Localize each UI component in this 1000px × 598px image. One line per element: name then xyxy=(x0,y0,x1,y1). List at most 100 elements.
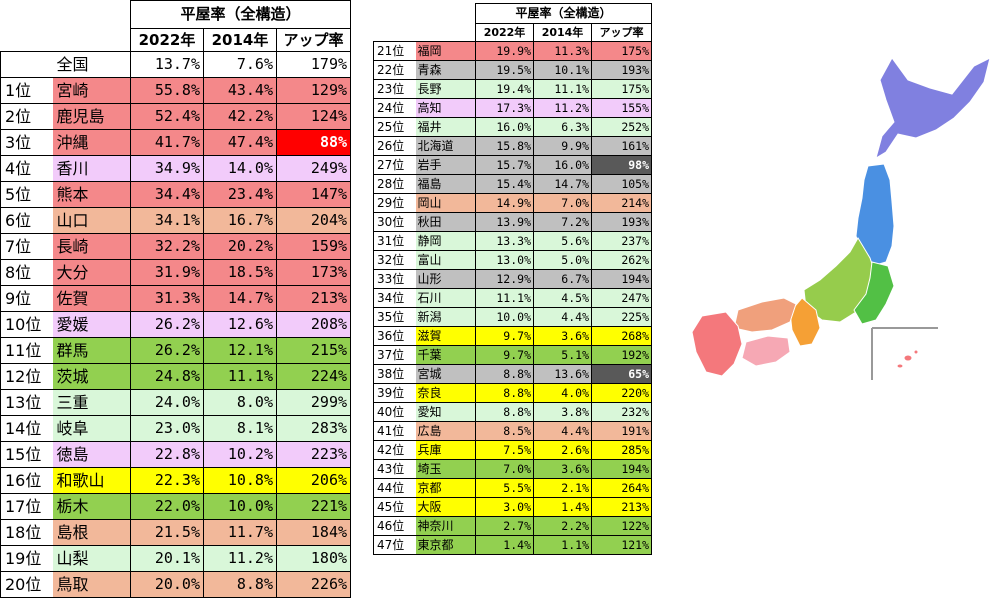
value-2014-cell: 11.2% xyxy=(203,545,277,572)
rank-cell: 19位 xyxy=(0,545,53,572)
prefecture-cell: 沖縄 xyxy=(52,129,131,156)
rise-rate-cell: 122% xyxy=(590,516,653,536)
table-row: 1位 宮崎 55.8% 43.4% 129% xyxy=(0,77,352,104)
prefecture-cell: 鹿児島 xyxy=(52,103,131,130)
value-2014-cell: 2.1% xyxy=(533,478,592,498)
value-2022-cell: 14.9% xyxy=(475,193,534,213)
value-2014-cell: 4.4% xyxy=(533,421,592,441)
prefecture-cell: 高知 xyxy=(415,98,476,118)
national-2022: 13.7% xyxy=(130,51,204,78)
table-row: 25位 福井 16.0% 6.3% 252% xyxy=(373,117,653,137)
okinawa-inset xyxy=(871,327,938,380)
value-2022-cell: 13.9% xyxy=(475,212,534,232)
table-row: 42位 兵庫 7.5% 2.6% 285% xyxy=(373,440,653,460)
rank-cell: 16位 xyxy=(0,467,53,494)
table-row: 22位 青森 19.5% 10.1% 193% xyxy=(373,60,653,80)
prefecture-cell: 新潟 xyxy=(415,307,476,327)
map-kyushu xyxy=(691,311,743,377)
prefecture-cell: 岩手 xyxy=(415,155,476,175)
table-row: 9位 佐賀 31.3% 14.7% 213% xyxy=(0,285,352,312)
value-2022-cell: 5.5% xyxy=(475,478,534,498)
value-2014-cell: 6.7% xyxy=(533,269,592,289)
value-2014-cell: 5.0% xyxy=(533,250,592,270)
prefecture-cell: 宮城 xyxy=(415,364,476,384)
column-header-rise: アップ率 xyxy=(275,28,352,52)
column-header-2014: 2014年 xyxy=(203,28,277,52)
rise-rate-cell: 204% xyxy=(275,207,352,234)
value-2022-cell: 24.8% xyxy=(130,363,204,390)
national-2014: 7.6% xyxy=(203,51,277,78)
table-row: 45位 大阪 3.0% 1.4% 213% xyxy=(373,497,653,517)
prefecture-cell: 三重 xyxy=(52,389,131,416)
map-hokkaido xyxy=(875,57,991,160)
value-2014-cell: 20.2% xyxy=(203,233,277,260)
rise-rate-cell: 213% xyxy=(590,497,653,517)
value-2014-cell: 10.2% xyxy=(203,441,277,468)
rank-cell: 13位 xyxy=(0,389,53,416)
value-2014-cell: 11.3% xyxy=(533,41,592,61)
table-row: 3位 沖縄 41.7% 47.4% 88% xyxy=(0,129,352,156)
value-2014-cell: 10.8% xyxy=(203,467,277,494)
national-rise: 179% xyxy=(275,51,352,78)
rank-cell: 29位 xyxy=(373,193,416,213)
table-row: 16位 和歌山 22.3% 10.8% 206% xyxy=(0,467,352,494)
table-row: 11位 群馬 26.2% 12.1% 215% xyxy=(0,337,352,364)
value-2022-cell: 26.2% xyxy=(130,311,204,338)
column-header-rise: アップ率 xyxy=(590,23,653,42)
prefecture-cell: 東京都 xyxy=(415,535,476,555)
rise-rate-cell: 268% xyxy=(590,326,653,346)
table-row: 44位 京都 5.5% 2.1% 264% xyxy=(373,478,653,498)
value-2022-cell: 22.0% xyxy=(130,493,204,520)
rank-cell: 25位 xyxy=(373,117,416,137)
rank-cell: 18位 xyxy=(0,519,53,546)
rank-cell: 3位 xyxy=(0,129,53,156)
rank-cell: 20位 xyxy=(0,571,53,598)
value-2022-cell: 8.8% xyxy=(475,402,534,422)
value-2022-cell: 31.3% xyxy=(130,285,204,312)
value-2022-cell: 32.2% xyxy=(130,233,204,260)
value-2022-cell: 31.9% xyxy=(130,259,204,286)
prefecture-cell: 栃木 xyxy=(52,493,131,520)
rank-cell: 34位 xyxy=(373,288,416,308)
value-2022-cell: 2.7% xyxy=(475,516,534,536)
prefecture-cell: 岐阜 xyxy=(52,415,131,442)
map-okinawa-3 xyxy=(913,349,919,355)
table-row: 36位 滋賀 9.7% 3.6% 268% xyxy=(373,326,653,346)
value-2014-cell: 3.6% xyxy=(533,459,592,479)
value-2014-cell: 4.0% xyxy=(533,383,592,403)
value-2014-cell: 18.5% xyxy=(203,259,277,286)
rank-cell: 43位 xyxy=(373,459,416,479)
header-blank xyxy=(1,29,131,52)
table-title: 平屋率（全構造） xyxy=(129,0,352,29)
rank-cell: 37位 xyxy=(373,345,416,365)
value-2022-cell: 8.8% xyxy=(475,364,534,384)
map-chugoku xyxy=(733,297,797,333)
rank-cell: 26位 xyxy=(373,136,416,156)
value-2014-cell: 2.6% xyxy=(533,440,592,460)
table-row: 8位 大分 31.9% 18.5% 173% xyxy=(0,259,352,286)
prefecture-cell: 徳島 xyxy=(52,441,131,468)
prefecture-cell: 岡山 xyxy=(415,193,476,213)
prefecture-cell: 千葉 xyxy=(415,345,476,365)
value-2014-cell: 6.3% xyxy=(533,117,592,137)
value-2022-cell: 11.1% xyxy=(475,288,534,308)
value-2022-cell: 22.3% xyxy=(130,467,204,494)
table-row: 31位 静岡 13.3% 5.6% 237% xyxy=(373,231,653,251)
hokkaido-region xyxy=(875,57,991,160)
prefecture-cell: 福井 xyxy=(415,117,476,137)
value-2014-cell: 8.1% xyxy=(203,415,277,442)
table-row: 15位 徳島 22.8% 10.2% 223% xyxy=(0,441,352,468)
prefecture-cell: 静岡 xyxy=(415,231,476,251)
rise-rate-cell: 264% xyxy=(590,478,653,498)
rank-cell: 45位 xyxy=(373,497,416,517)
value-2022-cell: 12.9% xyxy=(475,269,534,289)
value-2014-cell: 11.2% xyxy=(533,98,592,118)
value-2022-cell: 19.4% xyxy=(475,79,534,99)
rise-rate-cell: 285% xyxy=(590,440,653,460)
prefecture-cell: 大阪 xyxy=(415,497,476,517)
rank-cell: 27位 xyxy=(373,155,416,175)
rank-cell: 38位 xyxy=(373,364,416,384)
okinawa-frame xyxy=(871,327,938,380)
table-row: 30位 秋田 13.9% 7.2% 193% xyxy=(373,212,653,232)
prefecture-cell: 石川 xyxy=(415,288,476,308)
